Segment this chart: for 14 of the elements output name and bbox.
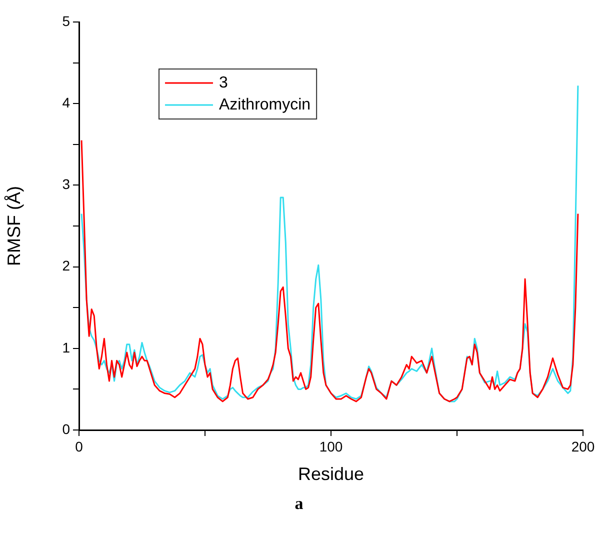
text: a bbox=[294, 494, 304, 514]
x-tick-label: 0 bbox=[75, 438, 84, 454]
y-tick-label: 0 bbox=[62, 420, 70, 437]
y-tick-label: 5 bbox=[62, 12, 70, 29]
y-tick-label: 2 bbox=[62, 258, 70, 274]
y-tick-label: 1 bbox=[62, 339, 70, 356]
y-tick-label: 4 bbox=[62, 94, 70, 110]
y-axis-title: RMSF (Å) bbox=[4, 186, 24, 266]
x-tick-label: 200 bbox=[571, 438, 595, 454]
legend-label: 3 bbox=[219, 74, 228, 92]
y-tick-label: 3 bbox=[62, 176, 70, 192]
x-tick-label: 100 bbox=[319, 438, 343, 454]
legend-label: Azithromycin bbox=[219, 96, 311, 114]
x-axis-title: Residue bbox=[298, 464, 364, 484]
